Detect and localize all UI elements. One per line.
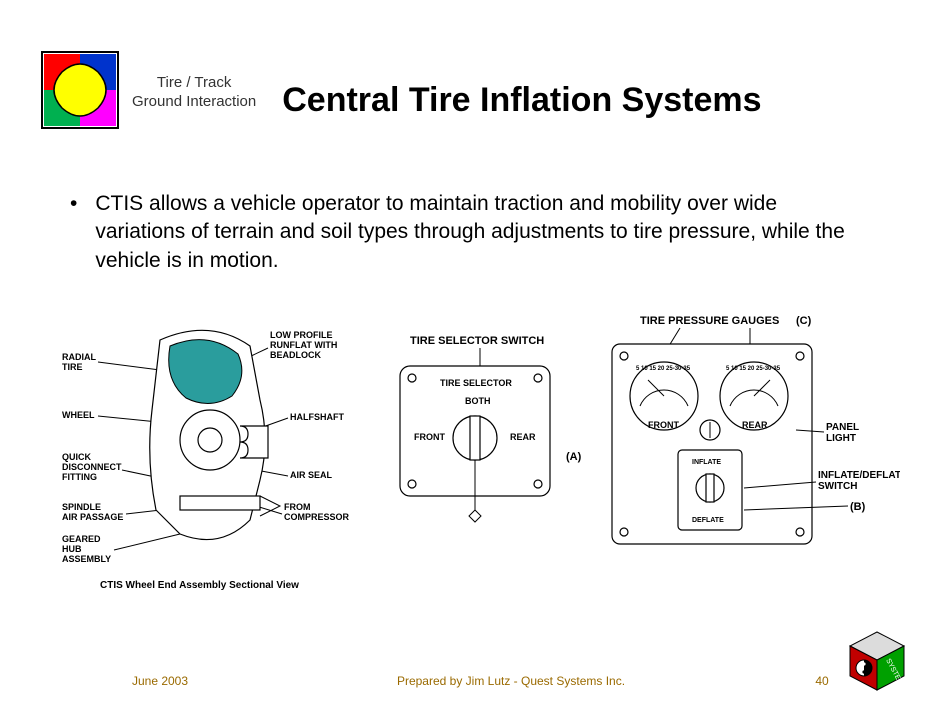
subtitle-line1: Tire / Track [132, 74, 256, 93]
panel-label: TIRE SELECTOR [440, 378, 512, 388]
svg-text:DEFLATE: DEFLATE [692, 517, 724, 524]
diagram-a-caption: CTIS Wheel End Assembly Sectional View [100, 580, 299, 591]
svg-text:5 10 15 20 25-30-35: 5 10 15 20 25-30-35 [726, 366, 781, 372]
svg-text:FRONT: FRONT [648, 420, 679, 430]
marker-a: (A) [566, 451, 582, 463]
label-geared-hub: GEAREDHUBASSEMBLY [62, 534, 111, 564]
marker-b: (B) [850, 501, 866, 513]
footer-prepared-by: Prepared by Jim Lutz - Quest Systems Inc… [240, 674, 782, 688]
bullet-text: CTIS allows a vehicle operator to mainta… [95, 190, 872, 275]
label-spindle-air: SPINDLEAIR PASSAGE [62, 502, 123, 522]
bullet-item: • CTIS allows a vehicle operator to main… [70, 190, 872, 275]
body-text: • CTIS allows a vehicle operator to main… [70, 190, 872, 275]
bullet-mark: • [70, 190, 77, 275]
diagram-row: RADIALTIRE WHEEL QUICKDISCONNECTFITTING … [60, 310, 862, 610]
svg-text:INFLATE: INFLATE [692, 459, 721, 466]
gauge-rear: REAR 5 10 15 20 25-30-35 [720, 362, 788, 430]
wheel-assembly-shape [150, 330, 280, 539]
label-radial-tire: RADIALTIRE [62, 352, 96, 372]
diagram-b-title: TIRE SELECTOR SWITCH [410, 335, 544, 347]
cube-logo: SYSTEMS [842, 628, 912, 698]
label-quick-disconnect: QUICKDISCONNECTFITTING [62, 452, 122, 482]
slide-footer: June 2003 Prepared by Jim Lutz - Quest S… [0, 674, 942, 688]
opt-rear: REAR [510, 432, 536, 442]
diagram-c-title: TIRE PRESSURE GAUGES [640, 315, 779, 327]
marker-c: (C) [796, 315, 812, 327]
label-air-seal: AIR SEAL [290, 470, 333, 480]
label-wheel: WHEEL [62, 410, 95, 420]
diagram-wheel-assembly: RADIALTIRE WHEEL QUICKDISCONNECTFITTING … [60, 310, 360, 600]
label-low-profile: LOW PROFILERUNFLAT WITHBEADLOCK [270, 330, 337, 360]
svg-text:5 10 15 20 25-30-35: 5 10 15 20 25-30-35 [636, 366, 691, 372]
subtitle-line2: Ground Interaction [132, 93, 256, 112]
slide-header: Tire / Track Ground Interaction Central … [40, 50, 902, 130]
svg-text:REAR: REAR [742, 420, 768, 430]
puzzle-logo [40, 50, 120, 130]
label-halfshaft: HALFSHAFT [290, 412, 344, 422]
label-inflate-deflate: INFLATE/DEFLATESWITCH [818, 470, 900, 492]
diagram-gauge-panel: TIRE PRESSURE GAUGES (C) FRONT 5 10 15 2… [600, 310, 900, 570]
gauge-front: FRONT 5 10 15 20 25-30-35 [630, 362, 698, 430]
subtitle: Tire / Track Ground Interaction [132, 74, 256, 112]
slide-title: Central Tire Inflation Systems [282, 81, 761, 120]
label-panel-light: PANELLIGHT [826, 422, 859, 444]
opt-both: BOTH [465, 396, 491, 406]
footer-date: June 2003 [80, 674, 240, 688]
label-from-compressor: FROMCOMPRESSOR [284, 502, 350, 522]
diagram-tire-selector: TIRE SELECTOR SWITCH TIRE SELECTOR BOTH … [370, 330, 590, 550]
opt-front: FRONT [414, 432, 445, 442]
